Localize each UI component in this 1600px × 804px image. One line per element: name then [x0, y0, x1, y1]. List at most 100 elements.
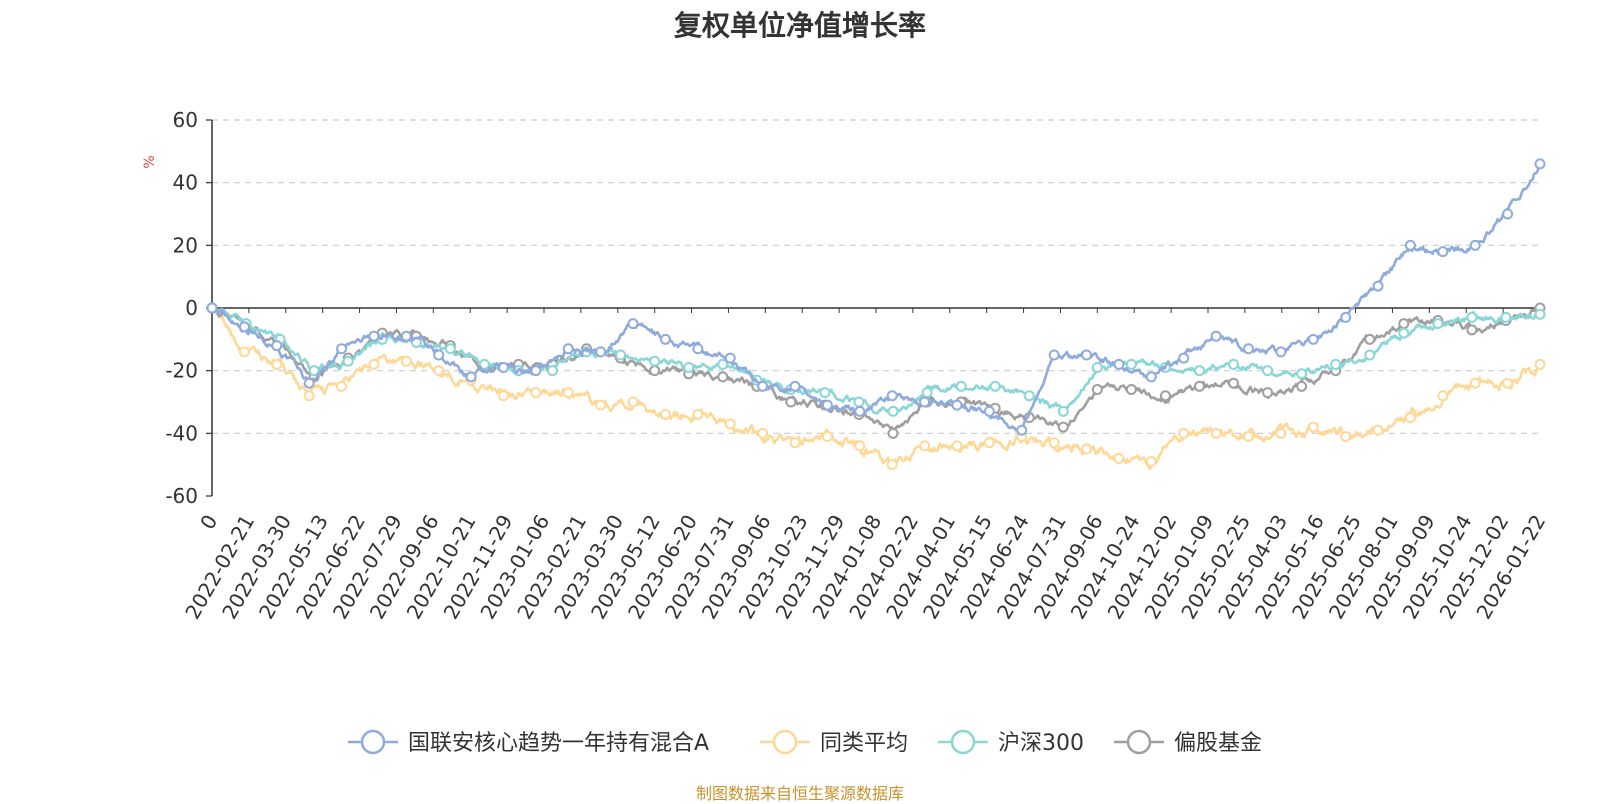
data-point[interactable] [1210, 427, 1222, 439]
data-point[interactable] [955, 380, 967, 392]
data-point[interactable] [1534, 158, 1546, 170]
data-point[interactable] [1113, 358, 1125, 370]
data-point[interactable] [1307, 333, 1319, 345]
data-point[interactable] [433, 349, 445, 361]
data-point[interactable] [1275, 427, 1287, 439]
data-point[interactable] [1534, 358, 1546, 370]
data-point[interactable] [303, 377, 315, 389]
data-point[interactable] [627, 396, 639, 408]
data-point[interactable] [789, 437, 801, 449]
data-point[interactable] [724, 352, 736, 364]
data-point[interactable] [1057, 421, 1069, 433]
data-point[interactable] [1340, 430, 1352, 442]
data-point[interactable] [989, 380, 1001, 392]
data-point[interactable] [308, 365, 320, 377]
data-point[interactable] [1242, 343, 1254, 355]
data-point[interactable] [498, 362, 510, 374]
legend-item[interactable]: 沪深300 [938, 729, 1084, 756]
data-point[interactable] [1048, 349, 1060, 361]
data-point[interactable] [1210, 330, 1222, 342]
data-point[interactable] [1404, 412, 1416, 424]
data-point[interactable] [1398, 318, 1410, 330]
data-point[interactable] [724, 418, 736, 430]
data-point[interactable] [887, 427, 899, 439]
data-point[interactable] [1081, 443, 1093, 455]
data-point[interactable] [1193, 380, 1205, 392]
legend[interactable]: 国联安核心趋势一年持有混合A 同类平均 沪深300 偏股基金 [348, 729, 1262, 756]
data-point[interactable] [1364, 349, 1376, 361]
data-point[interactable] [886, 390, 898, 402]
data-point[interactable] [1307, 421, 1319, 433]
data-point[interactable] [1178, 427, 1190, 439]
data-point[interactable] [692, 409, 704, 421]
data-point[interactable] [919, 396, 931, 408]
data-point[interactable] [886, 459, 898, 471]
data-point[interactable] [433, 365, 445, 377]
data-point[interactable] [1113, 452, 1125, 464]
data-point[interactable] [238, 346, 250, 358]
data-point[interactable] [1145, 371, 1157, 383]
data-point[interactable] [530, 387, 542, 399]
data-point[interactable] [683, 362, 695, 374]
data-point[interactable] [1466, 311, 1478, 323]
data-point[interactable] [1178, 352, 1190, 364]
data-point[interactable] [1372, 424, 1384, 436]
data-point[interactable] [465, 371, 477, 383]
data-point[interactable] [1048, 437, 1060, 449]
data-point[interactable] [1262, 387, 1274, 399]
data-point[interactable] [1262, 365, 1274, 377]
data-point[interactable] [1469, 239, 1481, 251]
data-point[interactable] [498, 390, 510, 402]
data-point[interactable] [1228, 358, 1240, 370]
data-point[interactable] [206, 302, 218, 314]
data-point[interactable] [368, 330, 380, 342]
data-point[interactable] [336, 380, 348, 392]
data-point[interactable] [983, 405, 995, 417]
data-point[interactable] [530, 365, 542, 377]
data-point[interactable] [562, 387, 574, 399]
data-point[interactable] [1275, 346, 1287, 358]
data-point[interactable] [1023, 390, 1035, 402]
data-point[interactable] [785, 396, 797, 408]
data-point[interactable] [1125, 383, 1137, 395]
data-point[interactable] [717, 371, 729, 383]
data-point[interactable] [1296, 368, 1308, 380]
data-point[interactable] [1242, 430, 1254, 442]
data-point[interactable] [821, 430, 833, 442]
data-point[interactable] [1081, 349, 1093, 361]
data-point[interactable] [1404, 239, 1416, 251]
data-point[interactable] [1193, 365, 1205, 377]
data-point[interactable] [659, 409, 671, 421]
data-point[interactable] [1091, 383, 1103, 395]
data-point[interactable] [659, 333, 671, 345]
data-point[interactable] [271, 340, 283, 352]
data-point[interactable] [1502, 208, 1514, 220]
legend-item[interactable]: 国联安核心趋势一年持有混合A [348, 729, 709, 756]
data-point[interactable] [789, 380, 801, 392]
data-point[interactable] [1437, 246, 1449, 258]
data-point[interactable] [627, 318, 639, 330]
data-point[interactable] [1534, 308, 1546, 320]
legend-item[interactable]: 同类平均 [760, 729, 908, 756]
data-point[interactable] [819, 387, 831, 399]
data-point[interactable] [400, 330, 412, 342]
data-point[interactable] [854, 405, 866, 417]
data-point[interactable] [615, 349, 627, 361]
data-point[interactable] [1057, 405, 1069, 417]
data-point[interactable] [919, 440, 931, 452]
data-point[interactable] [595, 346, 607, 358]
data-point[interactable] [983, 437, 995, 449]
data-point[interactable] [921, 387, 933, 399]
data-point[interactable] [1159, 390, 1171, 402]
data-point[interactable] [951, 440, 963, 452]
data-point[interactable] [444, 343, 456, 355]
data-point[interactable] [717, 358, 729, 370]
data-point[interactable] [1372, 280, 1384, 292]
data-point[interactable] [887, 405, 899, 417]
data-point[interactable] [854, 440, 866, 452]
data-point[interactable] [1145, 456, 1157, 468]
data-point[interactable] [1502, 377, 1514, 389]
data-point[interactable] [951, 399, 963, 411]
data-point[interactable] [649, 355, 661, 367]
data-point[interactable] [1091, 362, 1103, 374]
